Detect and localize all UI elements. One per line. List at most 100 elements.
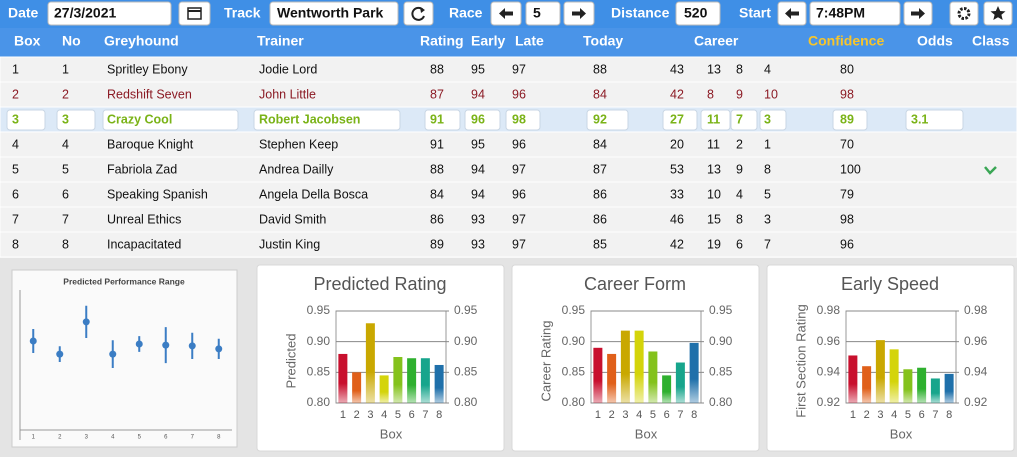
- favorite-button[interactable]: [983, 1, 1013, 26]
- refresh-button[interactable]: [403, 1, 434, 26]
- table-cell: 84: [430, 187, 444, 201]
- table-cell: 88: [593, 62, 607, 76]
- date-input[interactable]: [47, 1, 172, 26]
- table-cell: 97: [512, 212, 526, 226]
- bar: [634, 330, 644, 403]
- table-cell: 10: [764, 87, 778, 101]
- table-cell: 87: [430, 87, 444, 101]
- x-tick-label: 6: [164, 435, 168, 441]
- column-header: Greyhound: [104, 33, 179, 49]
- table-cell: 3: [12, 112, 19, 126]
- start-next-button[interactable]: [903, 1, 933, 26]
- bar: [889, 349, 899, 403]
- x-axis-label: Box: [890, 426, 913, 441]
- table-cell: 2: [12, 87, 19, 101]
- x-tick-label: 5: [395, 409, 401, 421]
- date-label: Date: [8, 5, 39, 21]
- table-cell: 94: [471, 162, 485, 176]
- start-input[interactable]: [809, 1, 901, 26]
- y-tick-label: 0.92: [817, 395, 841, 409]
- calendar-button[interactable]: [178, 1, 211, 26]
- bar: [607, 353, 617, 403]
- table-cell: 3: [62, 112, 69, 126]
- table-cell: 97: [512, 62, 526, 76]
- table-cell: 13: [707, 162, 721, 176]
- table-row: [0, 81, 1017, 108]
- table-cell: 94: [471, 187, 485, 201]
- bar: [662, 375, 672, 403]
- race-next-button[interactable]: [563, 1, 595, 26]
- cell-box: [56, 109, 96, 131]
- race-prev-button[interactable]: [490, 1, 522, 26]
- point: [82, 318, 90, 326]
- table-row: [0, 56, 1017, 83]
- table-cell: 46: [670, 212, 684, 226]
- table-cell: 86: [430, 212, 444, 226]
- bar: [689, 342, 699, 403]
- start-prev-button[interactable]: [777, 1, 807, 26]
- y-tick-label: 0.85: [307, 365, 331, 379]
- cell-box: [505, 109, 541, 131]
- table-cell: 89: [840, 112, 854, 126]
- table-cell: Baroque Knight: [107, 137, 194, 151]
- x-tick-label: 8: [691, 409, 697, 421]
- table-cell: Fabriola Zad: [107, 162, 177, 176]
- table-cell: 84: [593, 137, 607, 151]
- table-cell: 98: [840, 212, 854, 226]
- table-cell: 4: [12, 137, 19, 151]
- table-cell: 7: [62, 212, 69, 226]
- table-cell: 70: [840, 137, 854, 151]
- table-cell: 98: [512, 112, 526, 126]
- y-tick-label: 0.80: [454, 395, 478, 409]
- x-axis-label: Box: [635, 426, 658, 441]
- track-input[interactable]: [269, 1, 399, 26]
- date-value: 27/3/2021: [54, 5, 116, 21]
- table-cell: 6: [62, 187, 69, 201]
- table-cell: 11: [707, 112, 720, 126]
- y-tick-label: 0.94: [964, 365, 988, 379]
- table-cell: 86: [593, 187, 607, 201]
- table-cell: Redshift Seven: [107, 87, 192, 101]
- point: [162, 341, 170, 349]
- x-tick-label: 6: [409, 409, 415, 421]
- table-cell: 2: [736, 137, 743, 151]
- table-cell: Unreal Ethics: [107, 212, 181, 226]
- table-cell: 91: [430, 112, 444, 126]
- table-cell: Robert Jacobsen: [259, 112, 360, 126]
- cell-box: [586, 109, 629, 131]
- table-cell: John Little: [259, 87, 316, 101]
- column-header: Trainer: [257, 33, 304, 49]
- race-label: Race: [449, 5, 483, 21]
- table-row: [0, 131, 1017, 158]
- track-label: Track: [224, 5, 261, 21]
- table-cell: Crazy Cool: [107, 112, 172, 126]
- table-cell: 100: [840, 162, 861, 176]
- table-cell: 5: [62, 162, 69, 176]
- bar: [620, 330, 630, 403]
- table-cell: 13: [707, 62, 721, 76]
- bar: [903, 369, 913, 403]
- race-input[interactable]: [525, 1, 561, 26]
- table-cell: 19: [707, 237, 721, 251]
- bar: [848, 355, 858, 403]
- bar: [944, 373, 954, 403]
- bar: [420, 358, 430, 403]
- table-cell: Andrea Dailly: [259, 162, 334, 176]
- table-cell: 8: [736, 62, 743, 76]
- x-tick-label: 5: [650, 409, 656, 421]
- y-axis-label: Career Rating: [538, 321, 553, 402]
- table-cell: 84: [593, 87, 607, 101]
- table-cell: 7: [12, 212, 19, 226]
- table-cell: 93: [471, 212, 485, 226]
- x-tick-label: 1: [32, 435, 36, 441]
- distance-input[interactable]: [675, 1, 721, 26]
- table-cell: Speaking Spanish: [107, 187, 208, 201]
- column-header: No: [62, 33, 81, 49]
- chart-title: Predicted Rating: [313, 274, 446, 294]
- table-cell: 96: [512, 87, 526, 101]
- y-tick-label: 0.96: [817, 334, 841, 348]
- y-tick-label: 0.90: [709, 334, 733, 348]
- settings-button[interactable]: [949, 1, 979, 26]
- bar: [930, 378, 940, 403]
- table-cell: 96: [512, 137, 526, 151]
